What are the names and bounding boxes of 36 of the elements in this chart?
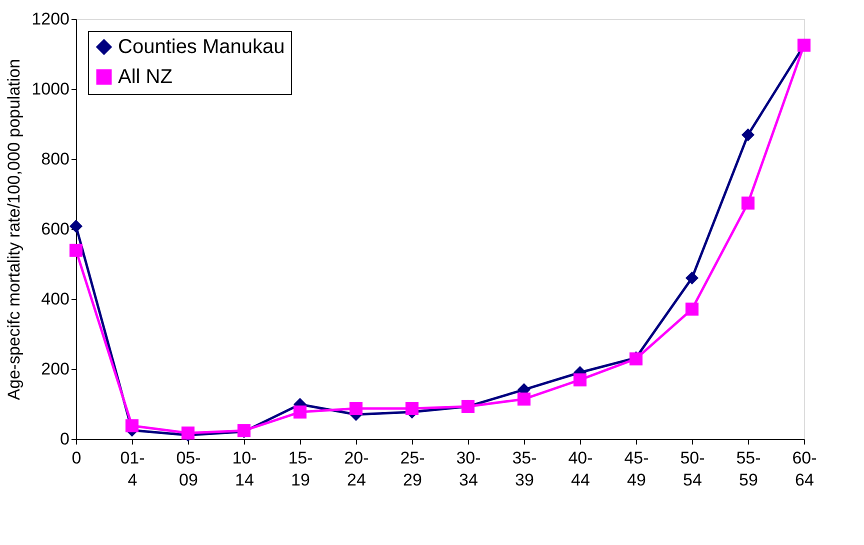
y-tick-label: 200 <box>41 360 70 378</box>
y-tick-label: 1000 <box>32 80 70 98</box>
x-tick-label: 0 <box>72 448 82 468</box>
y-tick-label: 0 <box>60 430 70 448</box>
point <box>517 392 531 406</box>
x-tick-label: 01-4 <box>120 448 145 490</box>
x-tick-label: 35-39 <box>512 448 537 490</box>
x-tick-label: 25-29 <box>400 448 425 490</box>
x-tick-label: 30-34 <box>456 448 481 490</box>
y-tick-label: 800 <box>41 150 70 168</box>
y-axis-title: Age-specifc mortality rate/100,000 population <box>4 58 24 400</box>
point <box>741 196 755 210</box>
legend-label: Counties Manukau <box>118 36 285 58</box>
legend-label: All NZ <box>118 66 172 88</box>
y-tick-label: 1200 <box>32 10 70 28</box>
x-tick-label: 15-19 <box>288 448 313 490</box>
point <box>741 128 755 142</box>
point <box>685 271 699 285</box>
x-tick-label: 40-44 <box>568 448 593 490</box>
point <box>293 406 307 419</box>
point <box>349 402 363 416</box>
point <box>685 302 699 316</box>
x-tick-label: 50-54 <box>680 448 705 490</box>
x-tick-label: 20-24 <box>344 448 369 490</box>
x-tick-label: 55-59 <box>736 448 761 490</box>
x-tick-label: 05-09 <box>176 448 201 490</box>
point <box>69 220 83 233</box>
point <box>69 244 83 257</box>
point <box>405 402 419 416</box>
x-tick-label: 60-64 <box>792 448 817 490</box>
point <box>573 373 587 386</box>
x-tick-label: 10-14 <box>232 448 257 490</box>
y-tick-label: 400 <box>41 290 70 308</box>
y-tick-label: 600 <box>41 220 70 238</box>
point <box>125 419 139 432</box>
x-tick-label: 45-49 <box>624 448 649 490</box>
